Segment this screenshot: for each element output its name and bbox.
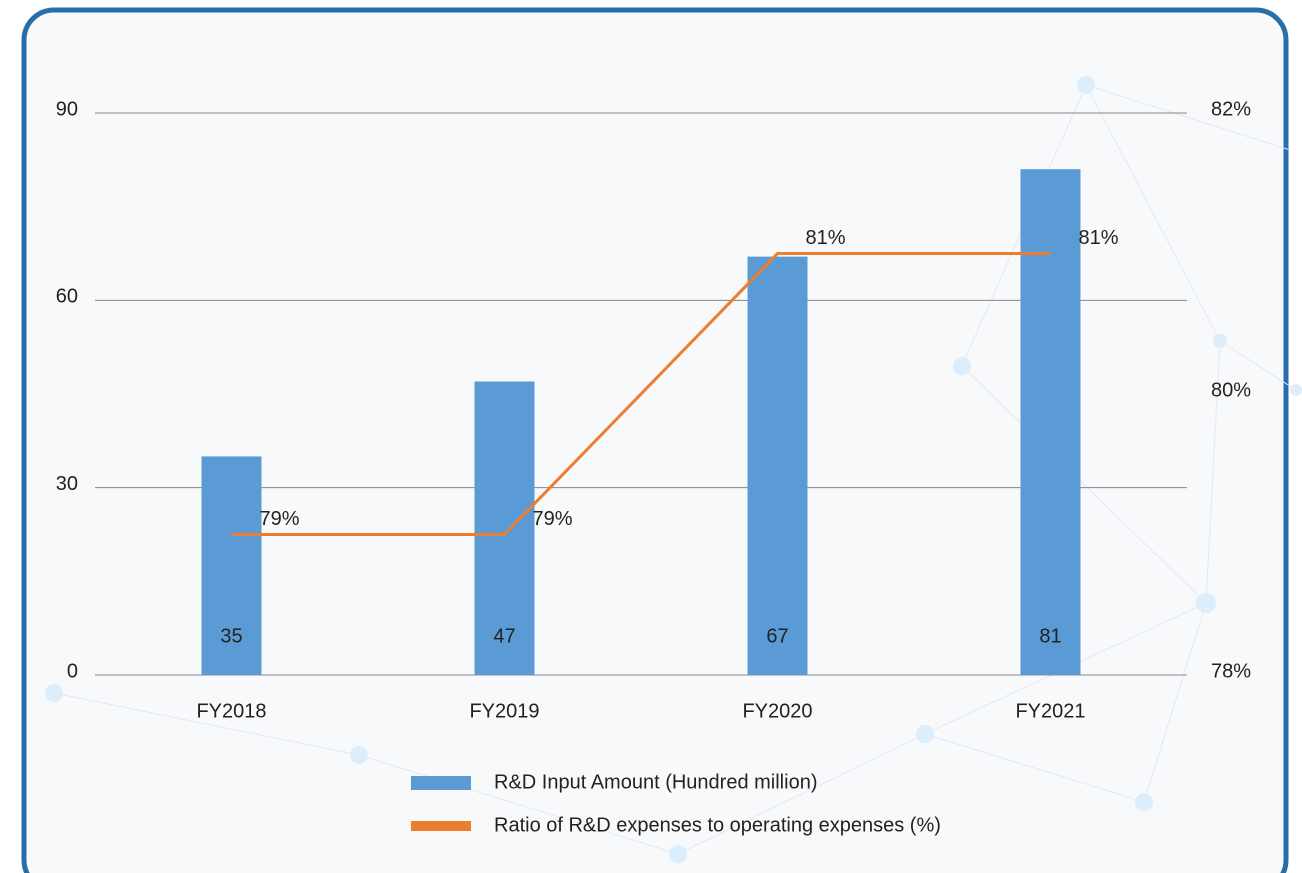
y-tick-label: 90 [56,98,78,120]
bar [1020,169,1081,675]
line-value-label: 81% [1079,227,1119,249]
x-tick-label: FY2018 [196,700,266,722]
card [21,7,1289,873]
y-tick-label: 30 [56,473,78,495]
y-tick-label: 60 [56,286,78,308]
bar-value-label: 35 [220,625,242,647]
bar [747,256,808,675]
bar-value-label: 47 [493,625,515,647]
bar [201,456,262,675]
line [231,252,1051,536]
legend-label: Ratio of R&D expenses to operating expen… [494,814,941,836]
background-network [45,76,1302,863]
y2-tick-label: 82% [1211,98,1251,120]
x-tick-label: FY2019 [469,700,539,722]
y2-tick-label: 80% [1211,379,1251,401]
legend-swatch [411,776,471,790]
line-value-label: 79% [260,508,300,530]
y2-tick-label: 78% [1211,660,1251,682]
x-tick-label: FY2021 [1015,700,1085,722]
legend-swatch [411,821,471,831]
bar [474,381,535,675]
line-value-label: 81% [806,227,846,249]
x-tick-label: FY2020 [742,700,812,722]
y-tick-label: 0 [67,660,78,682]
bar-value-label: 67 [766,625,788,647]
legend-label: R&D Input Amount (Hundred million) [494,771,817,793]
line-value-label: 79% [533,508,573,530]
bar-value-label: 81 [1039,625,1061,647]
